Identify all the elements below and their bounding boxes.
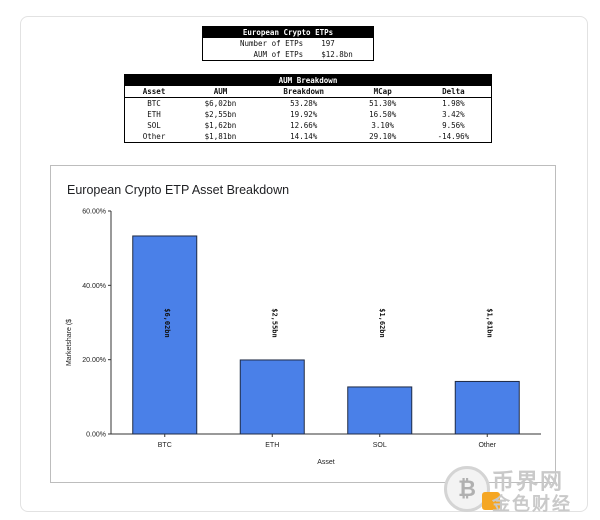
table-cell: BTC (147, 99, 161, 108)
y-tick-label: 0.00% (86, 432, 106, 439)
table-row: SOL $1,62bn 12.66% 3.10% 9.56% (125, 120, 492, 131)
watermark: ₿ 币界网 金色财经 (444, 464, 594, 516)
table-cell: $1,62bn (204, 121, 237, 130)
watermark-text-line2: 金色财经 (492, 494, 572, 514)
bar (454, 380, 520, 435)
table-cell: 3.42% (442, 110, 465, 119)
bar (347, 386, 413, 435)
summary-value: 197 (321, 39, 335, 48)
y-tick-label: 60.00% (82, 209, 106, 216)
table-row: AUM of ETPs $12.8bn (203, 49, 374, 61)
table-cell: $2,55bn (204, 110, 237, 119)
data-label: $6,02bn (163, 308, 171, 338)
x-tick-label: SOL (373, 442, 387, 449)
summary-table-title: European Crypto ETPs (202, 26, 374, 38)
table-row: Number of ETPs 197 (203, 38, 374, 49)
table-cell: 19.92% (290, 110, 318, 119)
chart-title: European Crypto ETP Asset Breakdown (67, 183, 290, 197)
watermark-text-line1: 币界网 (492, 469, 565, 494)
table-cell: SOL (147, 121, 161, 130)
watermark-badge-icon (482, 492, 500, 510)
table-cell: 29.10% (369, 132, 397, 141)
column-header: MCap (349, 86, 416, 98)
column-header: Breakdown (257, 86, 350, 98)
x-tick-label: BTC (158, 442, 172, 449)
table-row: BTC $6,02bn 53.28% 51.30% 1.98% (125, 98, 492, 110)
table-row: Other $1,81bn 14.14% 29.10% -14.96% (125, 131, 492, 143)
chart-container: European Crypto ETP Asset Breakdown 0.00… (50, 165, 556, 483)
bar (239, 359, 305, 435)
x-tick-label: Other (478, 442, 496, 449)
bar (132, 235, 198, 435)
y-tick-label: 40.00% (82, 283, 106, 290)
table-cell: 12.66% (290, 121, 318, 130)
table-cell: Other (142, 132, 166, 141)
table-header-row: Asset AUM Breakdown MCap Delta (124, 86, 492, 98)
data-label: $2,55bn (270, 308, 278, 338)
aum-table-title: AUM Breakdown (124, 74, 492, 86)
column-header: Asset (124, 86, 184, 98)
bar-chart: 0.00% 20.00% 40.00% 60.00% BTC $6,02bn ETH $2,5… (66, 209, 541, 466)
x-tick-label: ETH (265, 442, 279, 449)
data-label: $1,62bn (378, 308, 386, 338)
table-cell: 9.56% (442, 121, 465, 130)
y-axis-label: Marketshare ($ (66, 319, 73, 366)
summary-label: AUM of ETPs (253, 50, 304, 59)
y-tick-label: 20.00% (82, 357, 106, 364)
table-cell: 14.14% (290, 132, 318, 141)
table-cell: -14.96% (437, 132, 470, 141)
summary-label: Number of ETPs (239, 39, 304, 48)
table-cell: 3.10% (371, 121, 394, 130)
table-cell: 16.50% (369, 110, 397, 119)
table-row: ETH $2,55bn 19.92% 16.50% 3.42% (125, 109, 492, 120)
table-cell: 53.28% (290, 99, 318, 108)
column-header: Delta (415, 86, 492, 98)
summary-table: European Crypto ETPs Number of ETPs 197 … (202, 26, 374, 61)
aum-breakdown-table: AUM Breakdown Asset AUM Breakdown MCap D… (124, 74, 492, 143)
table-cell: 51.30% (369, 99, 397, 108)
table-cell: ETH (147, 110, 161, 119)
table-cell: $6,02bn (204, 99, 237, 108)
data-label: $1,81bn (485, 308, 493, 338)
column-header: AUM (183, 86, 258, 98)
table-cell: $1,81bn (204, 132, 237, 141)
x-axis-label: Asset (317, 459, 335, 466)
table-cell: 1.98% (442, 99, 465, 108)
summary-value: $12.8bn (321, 50, 353, 59)
